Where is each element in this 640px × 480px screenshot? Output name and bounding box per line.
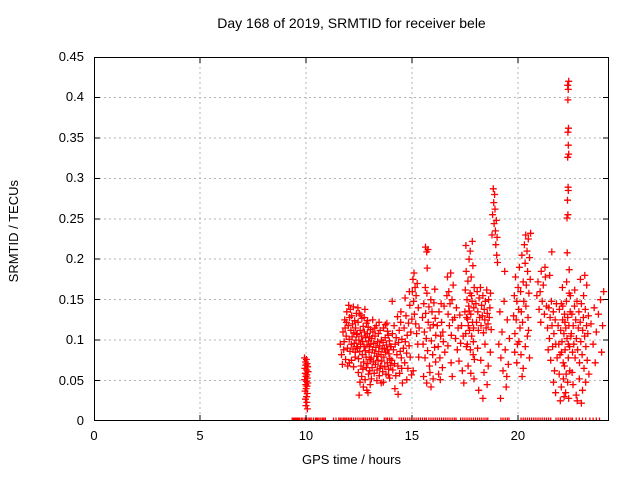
y-tick-label: 0.25 <box>58 210 84 226</box>
grid-lines <box>94 57 609 421</box>
y-tick-label: 0.4 <box>65 89 84 105</box>
y-tick-label: 0.1 <box>65 332 84 348</box>
x-tick-label: 5 <box>196 428 204 443</box>
x-tick-label: 10 <box>298 428 314 443</box>
y-tick-label: 0.2 <box>65 251 84 267</box>
y-tick-label: 0 <box>76 413 84 428</box>
y-tick-label: 0.05 <box>58 372 84 388</box>
x-axis-label: GPS time / hours <box>302 452 401 467</box>
x-tick-label: 20 <box>510 428 526 443</box>
chart-title: Day 168 of 2019, SRMTID for receiver bel… <box>217 15 486 31</box>
plot-svg <box>94 57 609 421</box>
y-tick-label: 0.15 <box>58 291 84 307</box>
scatter-markers <box>288 77 608 421</box>
y-tick-label: 0.45 <box>58 49 84 64</box>
x-tick-label: 15 <box>404 428 420 443</box>
y-tick-label: 0.35 <box>58 129 84 145</box>
plot-area <box>94 57 609 421</box>
plot-border <box>94 57 609 421</box>
y-tick-label: 0.3 <box>65 170 84 186</box>
axis-ticks <box>94 57 609 421</box>
x-tick-label: 0 <box>90 428 98 443</box>
